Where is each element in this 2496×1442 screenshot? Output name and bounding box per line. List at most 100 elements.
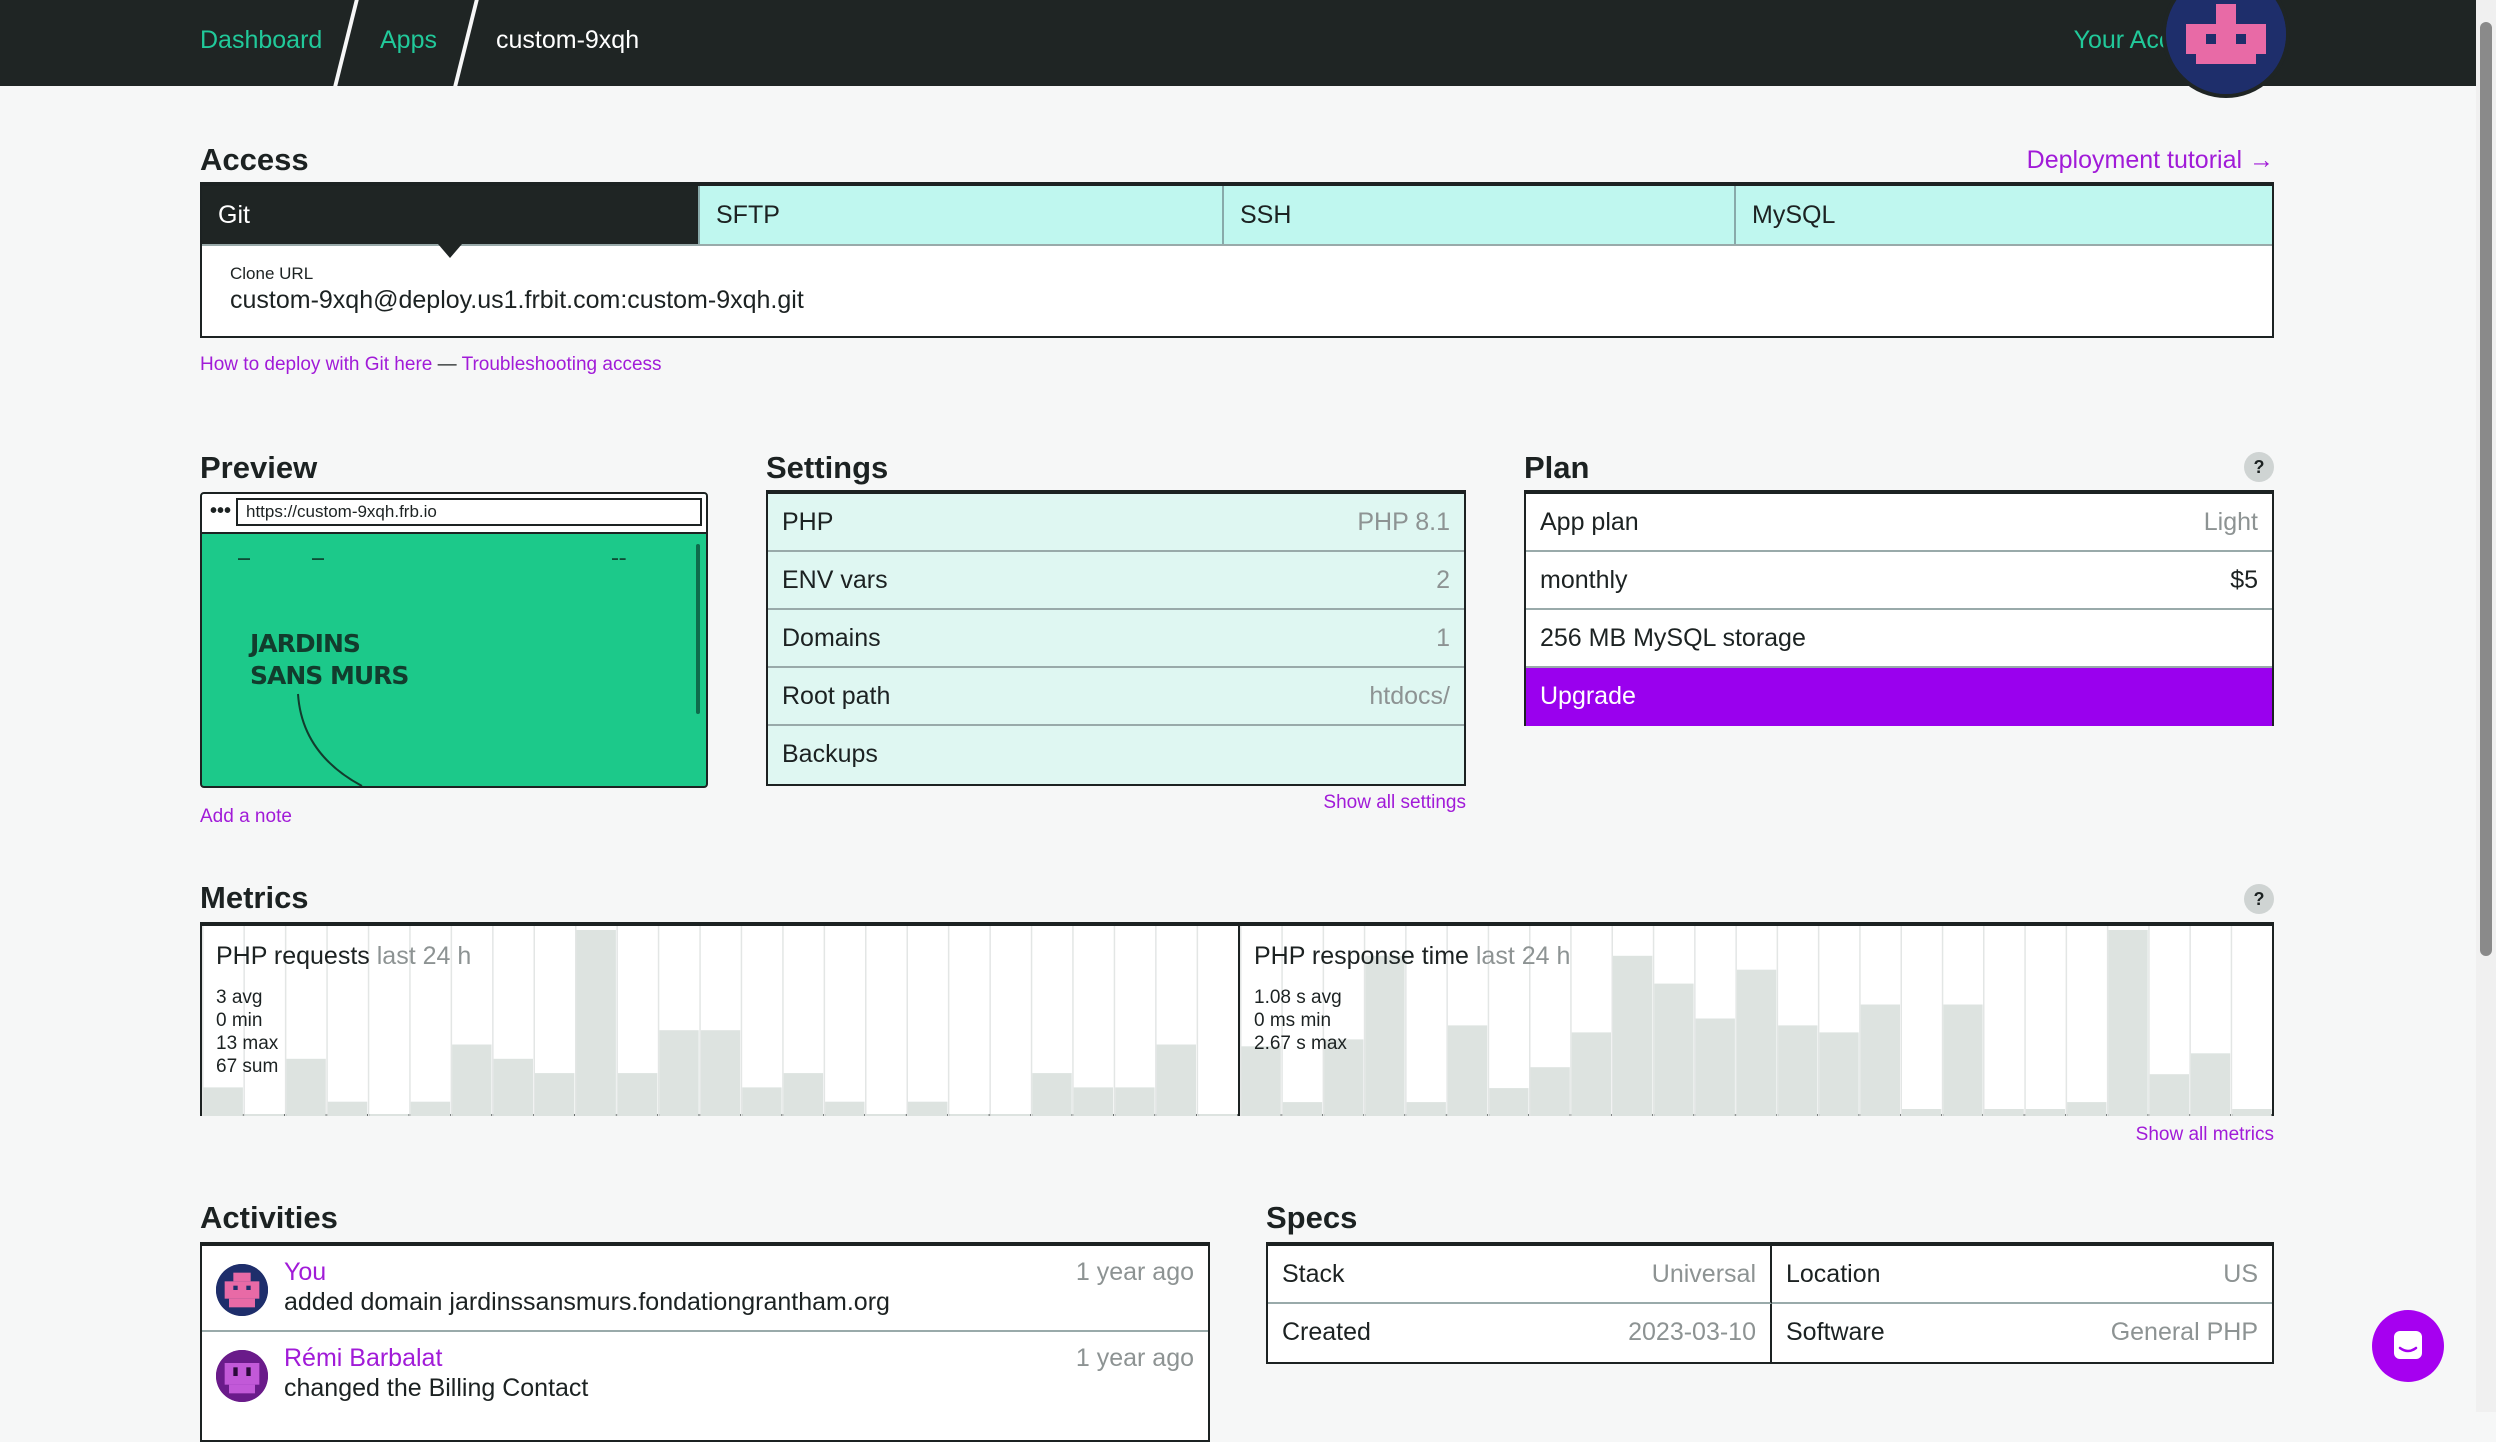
chart-bar: [1156, 1044, 1196, 1116]
deployment-tutorial-link[interactable]: Deployment tutorial →: [2026, 146, 2274, 174]
chart-bar: [783, 1073, 824, 1116]
chart-bar: [617, 1073, 658, 1116]
chart-bar: [1073, 1087, 1114, 1116]
show-all-settings-link[interactable]: Show all settings: [1323, 792, 1466, 813]
chart-gridline: [1859, 926, 1861, 1116]
activity-description: changed the Billing Contact: [284, 1374, 589, 1402]
php-response-time-metric[interactable]: PHP response time last 24 h 1.08 s avg 0…: [1240, 926, 2272, 1116]
show-all-metrics-link[interactable]: Show all metrics: [2135, 1124, 2274, 1145]
breadcrumb-dashboard[interactable]: Dashboard: [200, 26, 323, 54]
more-icon[interactable]: •••: [210, 500, 232, 522]
preview-url[interactable]: https://custom-9xqh.frb.io: [236, 498, 702, 526]
chart-gridline: [1941, 926, 1944, 1116]
chart-bar: [452, 1044, 492, 1116]
plan-key: 256 MB MySQL storage: [1540, 624, 1806, 652]
chart-gridline: [2106, 926, 2109, 1116]
deploy-git-help-link[interactable]: How to deploy with Git here: [200, 354, 433, 375]
chart-gridline: [367, 926, 370, 1116]
chart-bar: [327, 1101, 368, 1116]
chart-bar: [1860, 1004, 1900, 1116]
chart-gridline: [823, 926, 826, 1116]
setting-row-domains[interactable]: Domains 1: [768, 610, 1464, 668]
chart-bar: [1198, 1114, 1238, 1116]
chart-bar: [1406, 1102, 1446, 1116]
chart-gridline: [1611, 926, 1613, 1116]
preview-browser-bar: ••• https://custom-9xqh.frb.io: [202, 494, 706, 534]
setting-row-root-path[interactable]: Root path htdocs/: [768, 668, 1464, 726]
tab-git[interactable]: Git: [202, 186, 698, 258]
spec-value: US: [2223, 1260, 2258, 1288]
chart-gridline: [1652, 926, 1655, 1116]
chart-bar: [1778, 1025, 1818, 1116]
setting-row-backups[interactable]: Backups: [768, 726, 1464, 784]
spec-key: Location: [1786, 1260, 1881, 1288]
metric-stat-avg: 3 avg: [216, 987, 263, 1008]
chart-gridline: [2148, 926, 2150, 1116]
chart-gridline: [1363, 926, 1366, 1116]
chart-bar: [2108, 930, 2148, 1116]
setting-key: Domains: [782, 624, 881, 652]
setting-value: PHP 8.1: [1357, 508, 1450, 536]
chart-gridline: [1487, 926, 1490, 1116]
activities-heading: Activities: [200, 1200, 338, 1235]
upgrade-button[interactable]: Upgrade: [1526, 668, 2272, 726]
preview-site-title: JARDINS SANS MURS: [250, 628, 409, 692]
setting-row-env-vars[interactable]: ENV vars 2: [768, 552, 1464, 610]
breadcrumb-current: custom-9xqh: [496, 26, 640, 54]
chart-gridline: [575, 926, 577, 1116]
metrics-heading: Metrics: [200, 880, 309, 915]
activity-user-link[interactable]: Rémi Barbalat: [284, 1344, 443, 1372]
metrics-panel: PHP requests last 24 h 3 avg 0 min 13 ma…: [200, 922, 2274, 1116]
user-avatar: [216, 1350, 268, 1402]
chart-gridline: [1030, 926, 1033, 1116]
metric-stat-max: 13 max: [216, 1033, 279, 1054]
chart-bar: [410, 1101, 451, 1116]
plan-help-icon[interactable]: ?: [2244, 452, 2274, 482]
metric-subtitle: last 24 h: [1475, 942, 1571, 970]
page-scrollbar[interactable]: [2476, 0, 2496, 1412]
chart-gridline: [450, 926, 453, 1116]
spec-value: General PHP: [2110, 1318, 2258, 1346]
clone-url-value[interactable]: custom-9xqh@deploy.us1.frbit.com:custom-…: [230, 286, 804, 314]
activity-item: You added domain jardinssansmurs.fondati…: [202, 1246, 1208, 1332]
site-preview[interactable]: ••• https://custom-9xqh.frb.io ▬▬ ▬▬ ▬ ▬…: [200, 492, 708, 788]
metric-stats: 3 avg 0 min 13 max 67 sum: [216, 986, 278, 1078]
chart-gridline: [2065, 926, 2068, 1116]
preview-nav-dot: ▬▬: [238, 556, 250, 562]
setting-key: Backups: [782, 740, 878, 768]
breadcrumb-separator: [333, 0, 359, 86]
chart-gridline: [1281, 926, 1283, 1116]
chart-bar: [1032, 1073, 1072, 1116]
tab-ssh[interactable]: SSH: [1222, 186, 1734, 244]
chat-launcher-button[interactable]: [2372, 1310, 2444, 1382]
breadcrumb-apps[interactable]: Apps: [380, 26, 437, 54]
setting-value: 1: [1436, 624, 1450, 652]
add-note-link[interactable]: Add a note: [200, 806, 292, 827]
preview-title-line: SANS MURS: [250, 661, 409, 690]
chart-gridline: [865, 926, 867, 1116]
troubleshooting-access-link[interactable]: Troubleshooting access: [461, 354, 662, 375]
chart-gridline: [1735, 926, 1737, 1116]
upgrade-label: Upgrade: [1540, 682, 1636, 710]
account-avatar[interactable]: [2162, 0, 2290, 98]
chart-bar: [908, 1101, 948, 1116]
setting-row-php[interactable]: PHP PHP 8.1: [768, 494, 1464, 552]
plan-key: monthly: [1540, 566, 1628, 594]
plan-row-app-plan: App plan Light: [1526, 494, 2272, 552]
chart-bar: [2149, 1074, 2189, 1116]
activity-user-link[interactable]: You: [284, 1258, 327, 1286]
plan-key: App plan: [1540, 508, 1639, 536]
chart-gridline: [1196, 926, 1199, 1116]
chart-bar: [1902, 1109, 1942, 1116]
chart-bar: [700, 1030, 741, 1116]
chart-gridline: [1817, 926, 1820, 1116]
spec-value: Universal: [1651, 1260, 1756, 1288]
metric-title: PHP response time last 24 h: [1254, 942, 1570, 971]
scrollbar-thumb[interactable]: [2480, 22, 2492, 956]
chart-gridline: [1776, 926, 1779, 1116]
chart-bar: [244, 1114, 285, 1116]
php-requests-metric[interactable]: PHP requests last 24 h 3 avg 0 min 13 ma…: [202, 926, 1240, 1116]
metrics-help-icon[interactable]: ?: [2244, 884, 2274, 914]
tab-sftp[interactable]: SFTP: [698, 186, 1222, 244]
tab-mysql[interactable]: MySQL: [1734, 186, 2272, 244]
